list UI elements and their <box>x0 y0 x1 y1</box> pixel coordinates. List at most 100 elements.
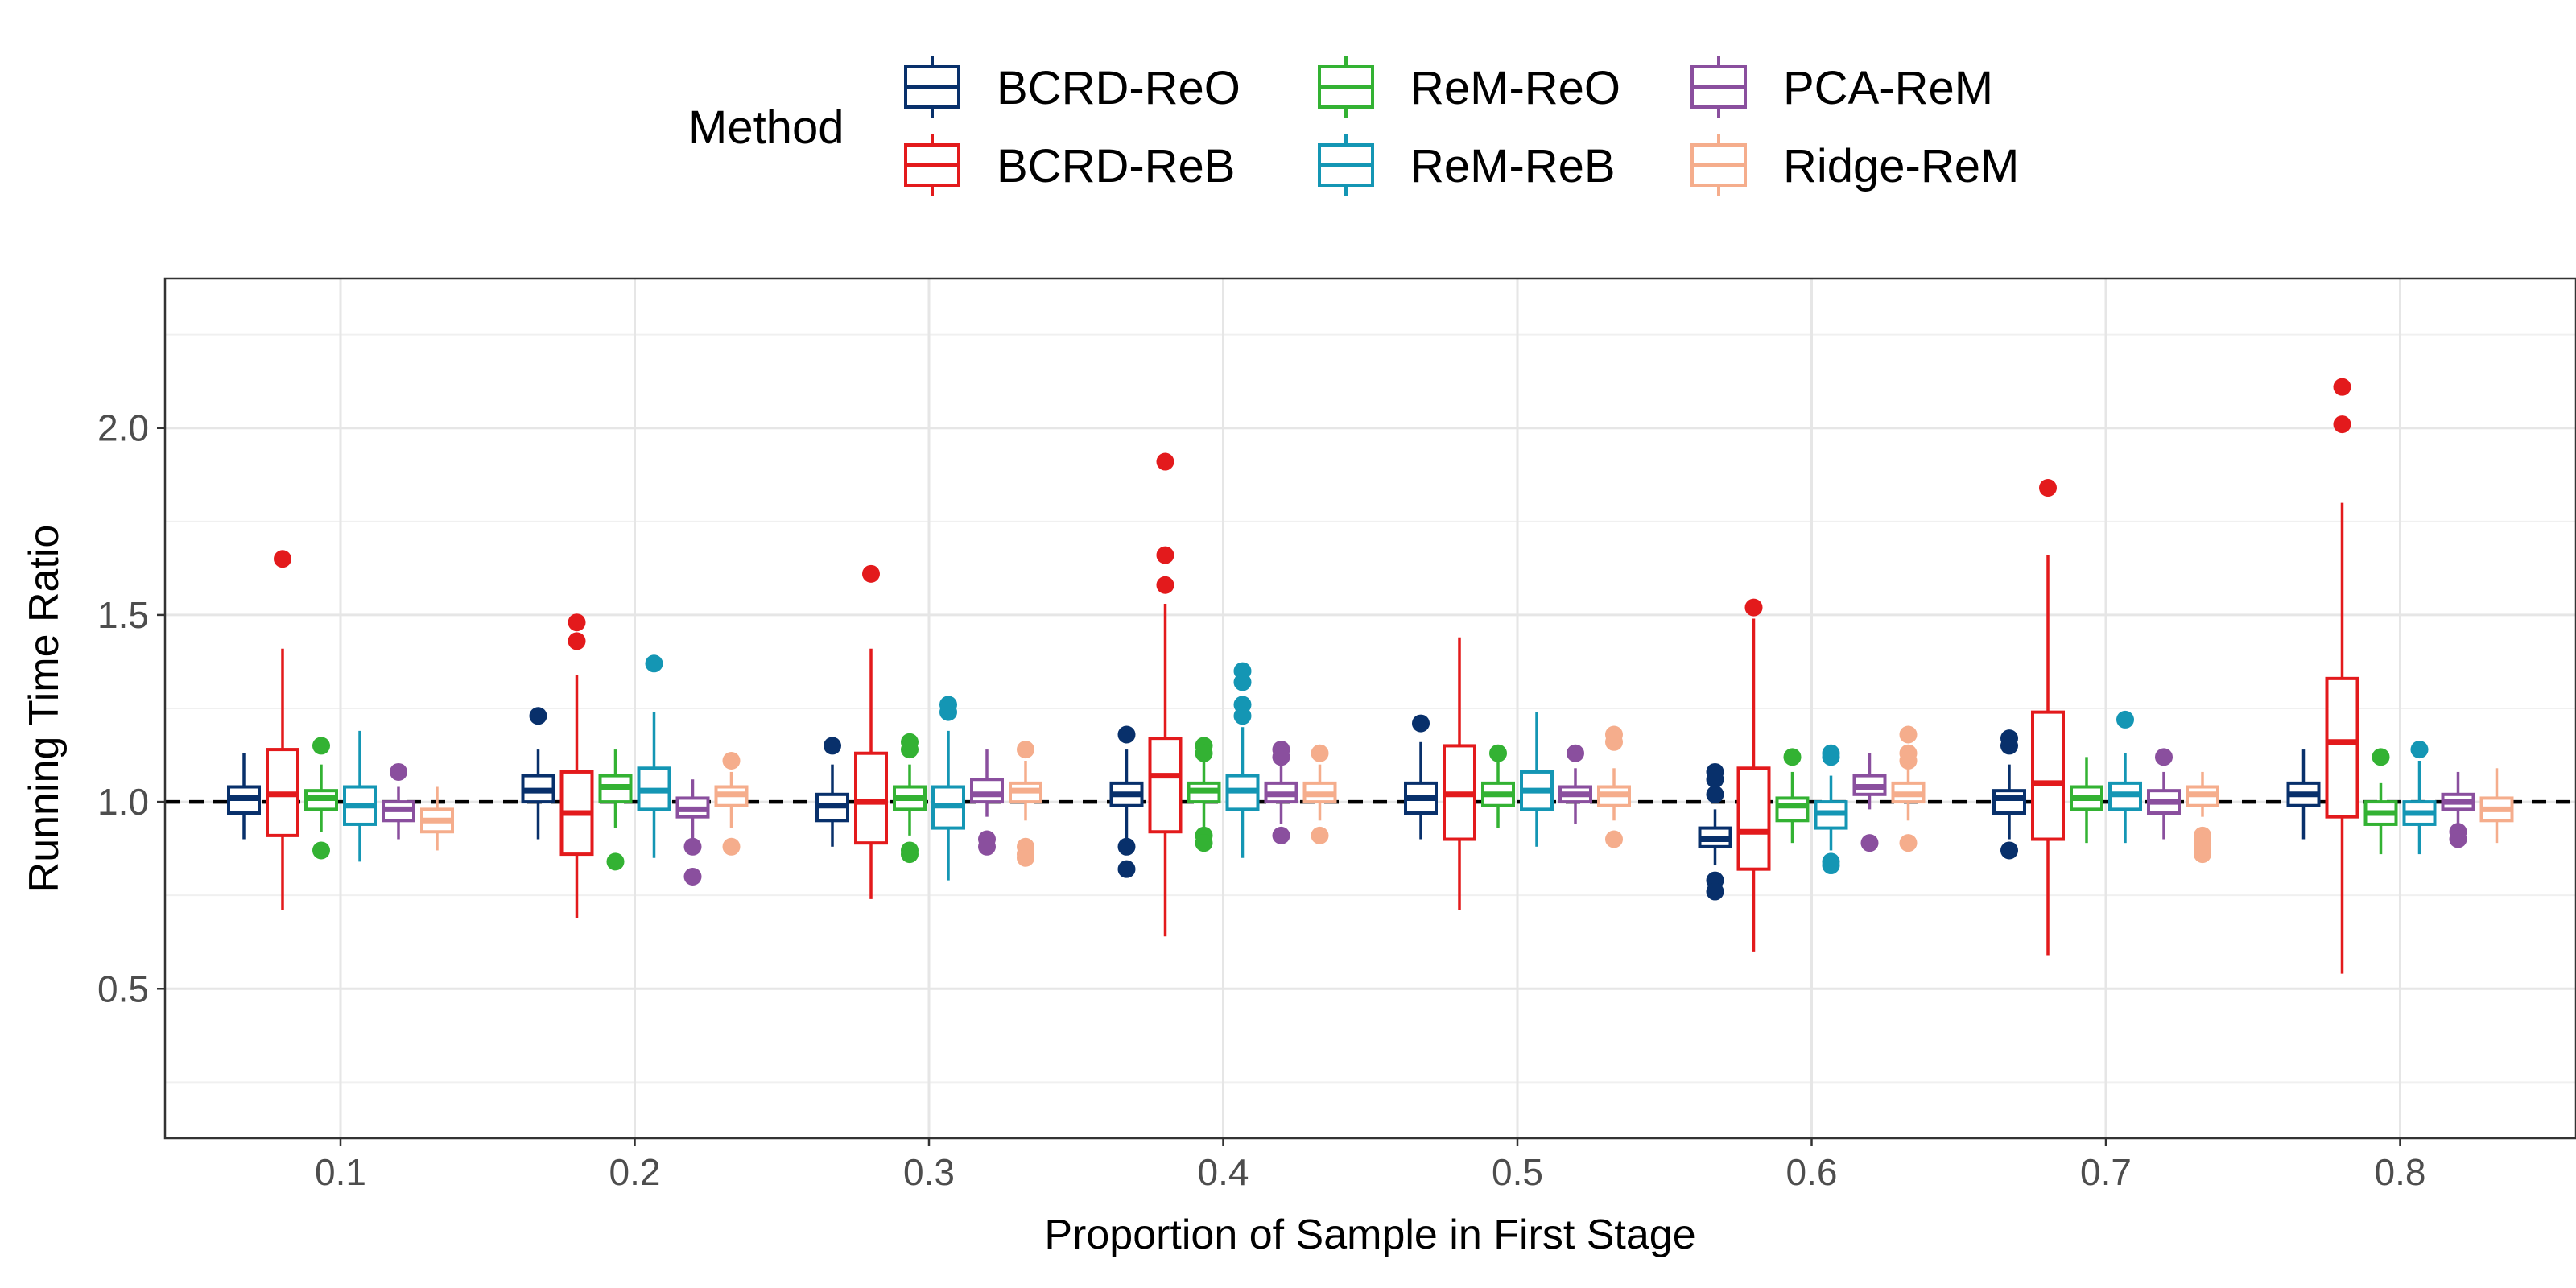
box-rem-reb-0.5 <box>1520 712 1554 847</box>
box-bcrd-reo-0.1 <box>227 753 261 840</box>
box-iqr <box>2031 710 2065 841</box>
legend: Method BCRD-ReO BCRD-ReB ReM-ReO ReM-ReB PCA… <box>688 56 2019 196</box>
outlier-point <box>862 564 880 583</box>
outlier-point <box>1311 826 1329 844</box>
series-rem-reb <box>343 654 2437 881</box>
outlier-point <box>1117 837 1136 856</box>
series-bcrd-reo <box>227 707 2321 901</box>
legend-label: ReM-ReB <box>1410 140 1616 192</box>
outlier-point <box>645 654 663 673</box>
outlier-point <box>2000 737 2018 755</box>
box-bcrd-reo-0.6 <box>1698 762 1732 901</box>
outlier-point <box>1899 752 1918 770</box>
box-bcrd-reb-0.1 <box>266 550 299 910</box>
x-axis: 0.1 0.2 0.3 0.4 0.5 0.6 0.7 0.8 <box>315 1138 2425 1193</box>
box-iqr <box>970 778 1004 804</box>
box-bcrd-reb-0.6 <box>1736 598 1771 952</box>
box-rem-reo-0.6 <box>1775 748 1810 844</box>
box-rem-reo-0.4 <box>1187 737 1221 852</box>
outlier-point <box>824 737 841 755</box>
outlier-point <box>1899 834 1918 852</box>
outlier-point <box>1311 744 1329 762</box>
box-rem-reb-0.1 <box>343 730 377 862</box>
legend-item-ridge-rem: Ridge-ReM <box>1690 134 2019 196</box>
outlier-point <box>1567 744 1584 762</box>
x-tick-label: 0.5 <box>1492 1151 1543 1193</box>
x-tick-label: 0.6 <box>1786 1151 1838 1193</box>
outlier-point <box>568 632 586 650</box>
outlier-point <box>901 845 919 864</box>
outlier-point <box>1822 857 1840 875</box>
box-pca-rem-0.7 <box>2147 748 2181 840</box>
box-iqr <box>1992 789 2026 815</box>
x-tick-label: 0.2 <box>609 1151 661 1193</box>
box-ridge-rem-0.1 <box>420 786 454 851</box>
outlier-point <box>2194 845 2211 864</box>
outlier-point <box>2333 415 2351 434</box>
box-rem-reb-0.2 <box>637 654 671 858</box>
box-rem-reb-0.6 <box>1814 744 1848 875</box>
box-bcrd-reb-0.4 <box>1148 452 1183 937</box>
box-rem-reb-0.4 <box>1225 662 1260 858</box>
box-bcrd-reo-0.4 <box>1109 725 1144 878</box>
outlier-point <box>2449 830 2467 848</box>
box-rem-reo-0.8 <box>2363 748 2398 855</box>
series-pca-rem <box>382 741 2475 886</box>
outlier-point <box>1706 770 1724 789</box>
outlier-point <box>2000 841 2018 860</box>
legend-label: BCRD-ReB <box>997 140 1236 192</box>
box-bcrd-reb-0.5 <box>1443 637 1476 910</box>
outlier-point <box>722 837 741 856</box>
box-bcrd-reo-0.8 <box>2286 749 2321 840</box>
outlier-point <box>683 837 702 856</box>
box-iqr <box>1775 796 1810 823</box>
legend-title: Method <box>688 101 844 154</box>
legend-label: ReM-ReO <box>1410 62 1620 114</box>
legend-item-bcrd-reo: BCRD-ReO <box>904 56 1241 118</box>
y-tick-label: 1.5 <box>97 594 149 636</box>
outlier-point <box>1117 860 1136 878</box>
box-ridge-rem-0.5 <box>1597 725 1631 848</box>
outlier-point <box>1156 576 1174 594</box>
box-bcrd-reo-0.7 <box>1992 729 2026 860</box>
box-iqr <box>854 751 888 845</box>
box-pca-rem-0.3 <box>970 749 1004 856</box>
legend-item-pca-rem: PCA-ReM <box>1690 56 1993 118</box>
box-pca-rem-0.1 <box>382 762 415 840</box>
series-bcrd-reb <box>266 378 2359 974</box>
box-rem-reo-0.3 <box>893 733 927 864</box>
outlier-point <box>2410 741 2429 759</box>
box-bcrd-reo-0.5 <box>1404 714 1438 840</box>
box-pca-rem-0.2 <box>675 779 710 886</box>
outlier-point <box>2155 748 2173 766</box>
box-ridge-rem-0.8 <box>2479 768 2514 844</box>
outlier-point <box>683 867 702 886</box>
outlier-point <box>1156 452 1174 471</box>
box-pca-rem-0.4 <box>1264 741 1298 844</box>
outlier-point <box>1605 830 1623 848</box>
outlier-point <box>1706 882 1724 901</box>
outlier-point <box>978 837 996 856</box>
outlier-point <box>1117 725 1136 744</box>
outlier-point <box>390 762 407 781</box>
outlier-point <box>568 613 586 632</box>
box-iqr <box>1148 737 1183 834</box>
series-ridge-rem <box>420 725 2514 867</box>
outlier-point <box>1017 741 1034 759</box>
outlier-point <box>529 707 547 725</box>
box-rem-reb-0.3 <box>931 696 965 881</box>
box-bcrd-reo-0.3 <box>815 737 849 847</box>
y-tick-label: 1.0 <box>97 781 149 823</box>
x-axis-title: Proportion of Sample in First Stage <box>1044 1212 1695 1258</box>
x-tick-label: 0.1 <box>315 1151 366 1193</box>
legend-item-rem-reb: ReM-ReB <box>1318 134 1616 196</box>
outlier-point <box>1822 748 1840 766</box>
outlier-point <box>901 741 919 759</box>
minor-gridlines <box>165 333 2576 1084</box>
box-pca-rem-0.8 <box>2441 771 2475 848</box>
box-bcrd-reb-0.8 <box>2325 378 2359 974</box>
box-ridge-rem-0.7 <box>2186 771 2219 864</box>
outlier-point <box>939 703 957 721</box>
box-iqr <box>2325 676 2359 819</box>
box-bcrd-reb-0.2 <box>559 613 594 919</box>
